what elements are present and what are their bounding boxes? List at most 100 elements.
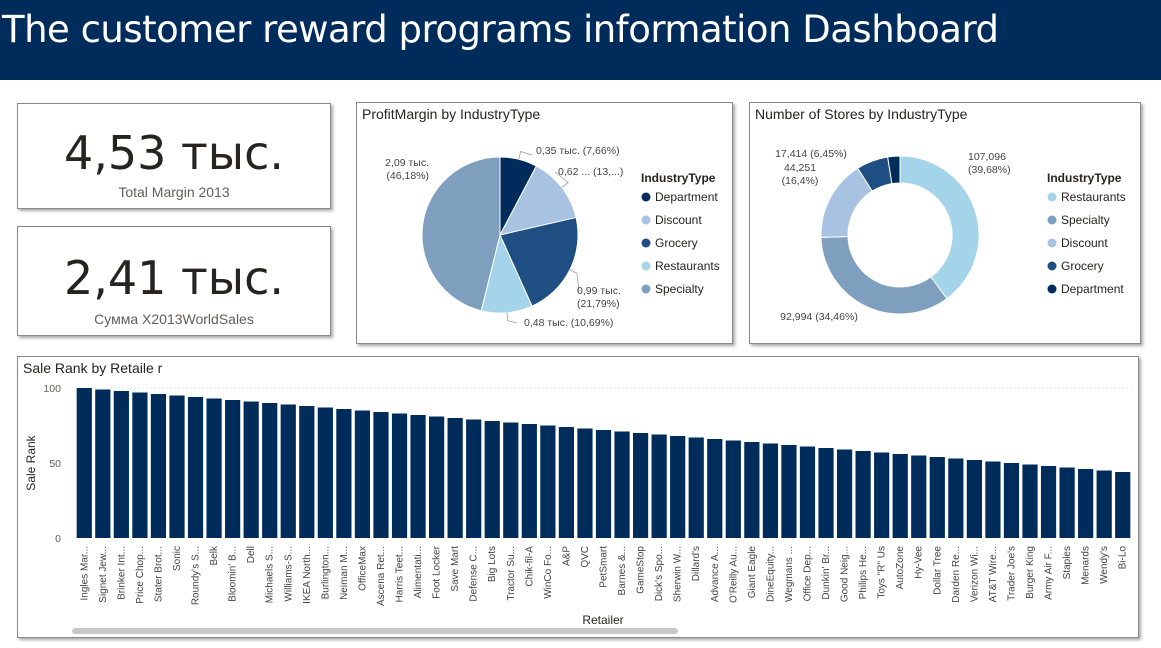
bar-chik-fil-a[interactable] — [521, 424, 537, 538]
x-tick-label: Foot Locker — [432, 545, 443, 598]
bar-dollar-tree[interactable] — [929, 457, 945, 538]
stores-donut-chart[interactable]: 107,096 (39,68%) 92,994 (34,46%) 44,251 (16,… — [750, 103, 1140, 343]
bar-wendy-s[interactable] — [1096, 470, 1112, 539]
bar-defense-c[interactable] — [466, 419, 482, 539]
bar-qvc[interactable] — [577, 428, 593, 539]
legend-item-grocery[interactable]: Grocery — [655, 236, 698, 250]
x-tick-label: Big Lots — [487, 546, 498, 582]
bar-darden-re[interactable] — [948, 458, 964, 539]
bar-dineequity[interactable] — [762, 443, 778, 539]
bar-alimentati[interactable] — [410, 415, 426, 538]
x-tick-label: Staples — [1062, 546, 1073, 579]
bar-wegmans[interactable] — [781, 445, 797, 538]
bar-save-mart[interactable] — [447, 418, 463, 538]
sale-rank-bar-card[interactable]: Sale Rank by Retaile r 0 50 100 Sale Rank Re… — [17, 356, 1139, 638]
bar-gamestop[interactable] — [632, 433, 649, 538]
sale-rank-bar-chart[interactable]: 0 50 100 Sale Rank Retailer Ingles Mar... Sign… — [18, 357, 1138, 637]
pie-slice-grocery[interactable] — [499, 216, 579, 307]
x-tick-label: Philips He... — [858, 546, 869, 599]
bar-dillard-s[interactable] — [688, 437, 704, 539]
x-tick-label: GameStop — [636, 546, 647, 594]
legend-marker-discount — [641, 215, 651, 225]
bar-sherwin-w[interactable] — [670, 436, 686, 538]
profit-margin-pie-card[interactable]: ProfitMargin by IndustryType 0,35 тыс. (… — [356, 102, 733, 344]
bar-price-chop[interactable] — [132, 392, 148, 539]
bar-ikea-north[interactable] — [299, 406, 315, 538]
donut-chart-title: Number of Stores by IndustryType — [755, 106, 968, 122]
donut-slice-specialty[interactable] — [820, 236, 948, 315]
bar-petsmart[interactable] — [595, 430, 612, 538]
bar-staples[interactable] — [1059, 467, 1075, 539]
bar-office-dep[interactable] — [799, 446, 816, 539]
bar-dunkin-br[interactable] — [818, 448, 834, 538]
legend-item-restaurants[interactable]: Restaurants — [655, 259, 720, 273]
bar-ingles-mar[interactable] — [76, 388, 92, 538]
bar-advance-a[interactable] — [707, 439, 723, 538]
bar-army-air-f[interactable] — [1040, 466, 1057, 538]
bar-brinker-int[interactable] — [113, 391, 129, 538]
x-tick-label: Office Dep... — [802, 546, 813, 601]
bar-at-t-wire[interactable] — [985, 461, 1001, 539]
bar-winco-fo[interactable] — [540, 425, 556, 539]
donut-label-discount: 44,251 (16,4%) — [782, 162, 819, 187]
bar-foot-locker[interactable] — [429, 416, 445, 539]
bar-belk[interactable] — [206, 398, 222, 539]
bar-dick-s-spo[interactable] — [651, 434, 667, 539]
kpi-value: 4,53 тыс. — [63, 126, 285, 180]
bar-good-neig[interactable] — [836, 449, 853, 539]
bar-harris-teet[interactable] — [391, 413, 408, 539]
legend-title: IndustryType — [1047, 171, 1122, 185]
horizontal-scrollbar[interactable] — [72, 628, 678, 634]
bar-roundy-s-s[interactable] — [187, 397, 204, 538]
bar-giant-eagle[interactable] — [744, 442, 760, 538]
bar-signet-jew[interactable] — [95, 389, 111, 539]
bar-neiman-m[interactable] — [336, 409, 352, 538]
x-tick-label: Sherwin W... — [673, 546, 684, 602]
legend-item-department[interactable]: Department — [1061, 282, 1124, 296]
kpi-card-world-sales[interactable]: 2,41 тыс. Сумма X2013WorldSales — [17, 226, 331, 336]
bar-burger-king[interactable] — [1022, 464, 1038, 539]
bar-officemax[interactable] — [354, 410, 371, 539]
legend-item-specialty[interactable]: Specialty — [655, 282, 704, 296]
legend-item-specialty[interactable]: Specialty — [1061, 213, 1110, 227]
profit-margin-pie-chart[interactable]: 0,35 тыс. (7,66%) 0,62 ... (13,...) 0,99 т… — [357, 103, 732, 343]
bar-bi-lo[interactable] — [1115, 472, 1131, 538]
bar-toys-r-us[interactable] — [874, 452, 890, 539]
bar-dell[interactable] — [243, 401, 259, 539]
bar-menards[interactable] — [1078, 469, 1094, 538]
bar-ascena-ret[interactable] — [373, 412, 389, 538]
bar-sonic[interactable] — [169, 395, 185, 539]
bar-tractor-su[interactable] — [503, 422, 519, 539]
bar-hy-vee[interactable] — [911, 455, 927, 539]
legend-item-department[interactable]: Department — [655, 190, 718, 204]
pie-slice-specialty[interactable] — [421, 156, 501, 312]
stores-donut-card[interactable]: Number of Stores by IndustryType 107,096… — [749, 102, 1141, 344]
x-tick-label: Chik-fil-A — [524, 546, 535, 587]
x-tick-label: Giant Eagle — [747, 546, 758, 599]
legend-item-discount[interactable]: Discount — [655, 213, 702, 227]
bar-trader-joe-s[interactable] — [1003, 463, 1020, 538]
bar-stater-brot[interactable] — [150, 394, 167, 538]
x-tick-label: Defense C... — [469, 546, 480, 602]
bar-big-lots[interactable] — [484, 421, 500, 538]
donut-slice-department[interactable] — [887, 155, 901, 185]
bar-autozone[interactable] — [892, 454, 908, 538]
bar-bloomin-b[interactable] — [225, 400, 241, 538]
x-tick-label: Dunkin' Br... — [821, 546, 832, 600]
bar-a-p[interactable] — [558, 427, 575, 538]
bar-o-reilly-au[interactable] — [725, 440, 741, 539]
bar-philips-he[interactable] — [855, 451, 871, 538]
x-tick-label: Army Air F... — [1044, 546, 1055, 600]
bar-verizon-wi[interactable] — [966, 460, 982, 538]
bar-barnes[interactable] — [614, 431, 630, 539]
kpi-card-total-margin[interactable]: 4,53 тыс. Total Margin 2013 — [17, 103, 331, 209]
legend-item-discount[interactable]: Discount — [1061, 236, 1108, 250]
x-tick-label: A&P — [561, 546, 572, 566]
bar-williams-s[interactable] — [280, 404, 296, 539]
bar-michaels-s[interactable] — [262, 403, 278, 538]
legend-item-restaurants[interactable]: Restaurants — [1061, 190, 1126, 204]
donut-slice-restaurants[interactable] — [899, 155, 980, 300]
kpi-label: Сумма X2013WorldSales — [94, 311, 254, 327]
legend-item-grocery[interactable]: Grocery — [1061, 259, 1104, 273]
bar-burlington[interactable] — [317, 407, 333, 539]
